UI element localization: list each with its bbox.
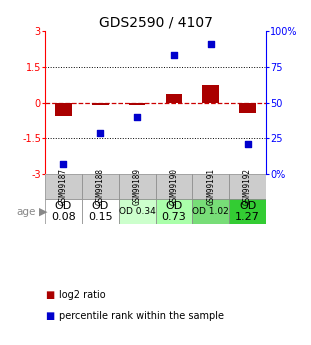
Text: OD 1.02: OD 1.02 xyxy=(192,207,229,216)
Text: GSM99187: GSM99187 xyxy=(59,168,68,205)
Text: GSM99192: GSM99192 xyxy=(243,168,252,205)
Bar xyxy=(55,102,72,116)
Text: ■: ■ xyxy=(45,290,54,300)
Text: ■: ■ xyxy=(45,311,54,321)
Bar xyxy=(229,174,266,199)
Bar xyxy=(192,199,229,224)
Bar xyxy=(229,199,266,224)
Text: OD
0.15: OD 0.15 xyxy=(88,201,113,222)
Point xyxy=(135,114,140,120)
Bar xyxy=(192,174,229,199)
Bar xyxy=(202,86,219,102)
Bar xyxy=(119,174,156,199)
Point xyxy=(208,41,213,47)
Text: ▶: ▶ xyxy=(39,207,48,217)
Text: OD 0.34: OD 0.34 xyxy=(119,207,156,216)
Point xyxy=(98,130,103,136)
Text: GSM99190: GSM99190 xyxy=(169,168,179,205)
Text: age: age xyxy=(16,207,36,217)
Title: GDS2590 / 4107: GDS2590 / 4107 xyxy=(99,16,212,30)
Text: GSM99191: GSM99191 xyxy=(206,168,215,205)
Point xyxy=(61,161,66,167)
Bar xyxy=(92,102,109,105)
Point xyxy=(245,141,250,147)
Point xyxy=(171,53,176,58)
Text: OD
0.08: OD 0.08 xyxy=(51,201,76,222)
Text: OD
1.27: OD 1.27 xyxy=(235,201,260,222)
Bar xyxy=(45,199,82,224)
Bar xyxy=(82,174,119,199)
Text: GSM99189: GSM99189 xyxy=(132,168,142,205)
Bar xyxy=(156,199,192,224)
Text: percentile rank within the sample: percentile rank within the sample xyxy=(59,311,224,321)
Bar xyxy=(166,93,182,102)
Text: GSM99188: GSM99188 xyxy=(96,168,105,205)
Bar xyxy=(82,199,119,224)
Bar xyxy=(156,174,192,199)
Bar xyxy=(45,174,82,199)
Text: log2 ratio: log2 ratio xyxy=(59,290,106,300)
Text: OD
0.73: OD 0.73 xyxy=(161,201,186,222)
Bar xyxy=(239,102,256,114)
Bar xyxy=(129,102,145,106)
Bar xyxy=(119,199,156,224)
